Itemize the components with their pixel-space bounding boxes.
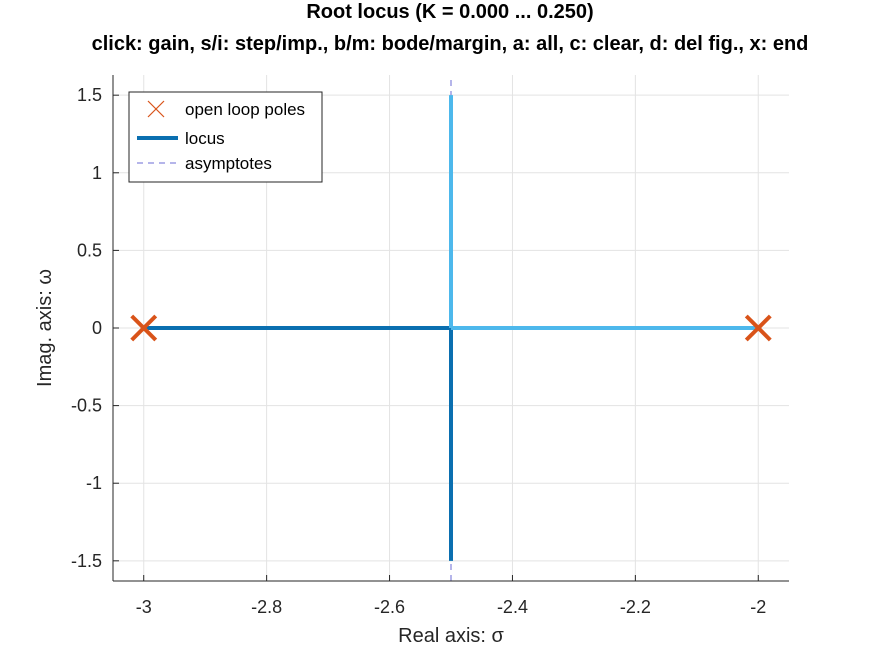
legend[interactable]: open loop poles locus asymptotes <box>128 91 323 183</box>
y-tick-label-1: -1 <box>86 473 102 493</box>
locus-lines <box>143 95 759 561</box>
y-tick-label-6: 1.5 <box>77 85 102 105</box>
open-loop-pole-0 <box>130 314 158 342</box>
x-tick-label-3: -2.4 <box>497 597 528 617</box>
chart-title: Root locus (K = 0.000 ... 0.250) <box>306 1 593 23</box>
legend-marker-poles <box>147 100 165 118</box>
x-tick-labels: -3 -2.8 -2.6 -2.4 -2.2 -2 <box>136 597 767 617</box>
axes-frame <box>112 75 789 582</box>
x-tick-label-0: -3 <box>136 597 152 617</box>
y-tick-labels: -1.5 -1 -0.5 0 0.5 1 1.5 <box>71 85 102 571</box>
y-tick-label-0: -1.5 <box>71 551 102 571</box>
chart-subtitle: click: gain, s/i: step/imp., b/m: bode/m… <box>92 33 809 55</box>
x-axis-label: Real axis: σ <box>398 625 504 647</box>
x-tick-label-1: -2.8 <box>251 597 282 617</box>
y-tick-label-5: 1 <box>92 163 102 183</box>
legend-label-poles: open loop poles <box>185 100 305 119</box>
x-tick-label-4: -2.2 <box>620 597 651 617</box>
x-tick-label-5: -2 <box>750 597 766 617</box>
open-loop-poles <box>130 314 772 342</box>
open-loop-pole-1 <box>744 314 772 342</box>
legend-label-asymptotes: asymptotes <box>185 154 272 173</box>
y-axis-label: Imag. axis: ω <box>34 269 56 387</box>
y-tick-label-2: -0.5 <box>71 396 102 416</box>
y-tick-label-3: 0 <box>92 318 102 338</box>
x-tick-label-2: -2.6 <box>374 597 405 617</box>
y-tick-label-4: 0.5 <box>77 240 102 260</box>
legend-label-locus: locus <box>185 129 225 148</box>
